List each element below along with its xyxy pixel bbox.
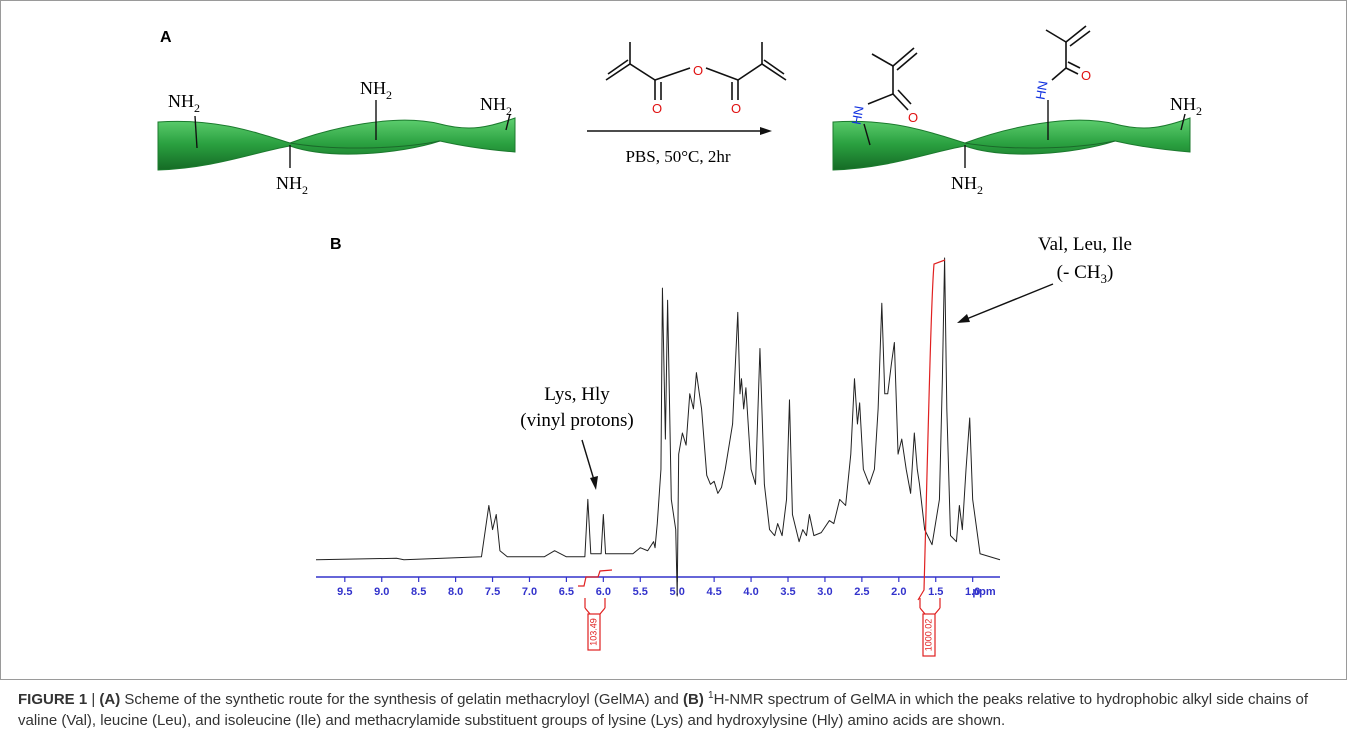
caption-segment: (A) [99, 691, 121, 708]
x-axis-unit: ppm [972, 586, 995, 598]
panel-label: A [160, 29, 172, 46]
nmr-spectrum: 9.5 9.0 8.5 8.0 7.5 7.0 6.5 6.0 5.5 5.0 4.5 4.0 3.5 3… [315, 257, 1001, 598]
panel-label: B [330, 236, 342, 253]
annotation: (- CH3) [1057, 262, 1114, 286]
amine-label: NH2 [360, 78, 392, 102]
annotation: Lys, Hly [544, 384, 610, 405]
atom-label: O [693, 63, 703, 78]
spectrum-line [315, 257, 1001, 597]
amine-label: NH2 [951, 173, 983, 197]
amine-text: NH [951, 173, 977, 193]
atom-label: O [908, 110, 918, 125]
amine-label: NH2 [480, 94, 512, 118]
amine-text: NH [1170, 94, 1196, 114]
amine-subscript: 2 [977, 183, 983, 197]
atom-label: O [1081, 68, 1091, 83]
amine-text: NH [168, 91, 194, 111]
x-tick-label: 4.0 [743, 586, 758, 598]
atom-label: O [731, 101, 741, 116]
x-tick-label: 8.0 [448, 586, 463, 598]
x-tick-label: 1.5 [928, 586, 943, 598]
x-tick-label: 7.0 [522, 586, 537, 598]
amine-subscript: 2 [194, 101, 200, 115]
arrow-head [760, 127, 772, 135]
x-tick-label: 9.0 [374, 586, 389, 598]
integral-curves [578, 259, 946, 657]
x-tick-label: 2.0 [891, 586, 906, 598]
gelatin-ribbon [832, 117, 1191, 171]
amine-subscript: 2 [302, 183, 308, 197]
caption-segment: | [87, 691, 100, 708]
amine-bonds [194, 100, 1186, 168]
atom-label: HN [1033, 80, 1051, 101]
gelatin-ribbon [157, 117, 516, 171]
caption-segment: Scheme of the synthetic route for the sy… [120, 691, 684, 708]
amine-label: NH2 [276, 173, 308, 197]
caption-segment: 1 [708, 690, 714, 701]
amine-label: NH2 [1170, 94, 1202, 118]
amine-text: NH [360, 78, 386, 98]
x-tick-label: 2.5 [854, 586, 869, 598]
x-tick-label: 8.5 [411, 586, 426, 598]
integral-value: 1000.02 [923, 619, 933, 652]
caption-segment: H-NMR spectrum of GelMA in which the pea… [18, 691, 1313, 729]
arrow-head [957, 314, 970, 323]
amine-subscript: 2 [1196, 104, 1202, 118]
reagent-structure [605, 42, 787, 100]
reaction-conditions: PBS, 50°C, 2hr [625, 147, 730, 166]
product-structure [867, 25, 1091, 111]
arrow-head [590, 476, 598, 490]
x-tick-label: 5.5 [633, 586, 648, 598]
x-tick-label: 3.0 [817, 586, 832, 598]
amine-label: NH2 [168, 91, 200, 115]
integral-value: 103.49 [588, 618, 598, 646]
amine-subscript: 2 [386, 88, 392, 102]
amine-subscript: 2 [506, 104, 512, 118]
x-tick-label: 6.5 [559, 586, 574, 598]
annotation: (vinyl protons) [520, 410, 633, 431]
x-tick-label: 1.0 [965, 586, 980, 598]
amine-text: NH [276, 173, 302, 193]
amine-text: NH [480, 94, 506, 114]
figure-caption: FIGURE 1 | (A) Scheme of the synthetic r… [18, 689, 1336, 731]
caption-segment: FIGURE 1 [18, 691, 88, 708]
x-tick-label: 7.5 [485, 586, 500, 598]
caption-segment: (B) [683, 691, 709, 708]
x-tick-label: 6.0 [596, 586, 611, 598]
annotation: Val, Leu, Ile [1038, 234, 1132, 255]
atom-label: HN [849, 105, 867, 126]
x-tick-label: 9.5 [337, 586, 352, 598]
annotation-arrow [963, 283, 1054, 321]
annotation-arrow [581, 439, 595, 481]
x-tick-label: 3.5 [780, 586, 795, 598]
x-tick-label: 4.5 [706, 586, 721, 598]
atom-label: O [652, 101, 662, 116]
